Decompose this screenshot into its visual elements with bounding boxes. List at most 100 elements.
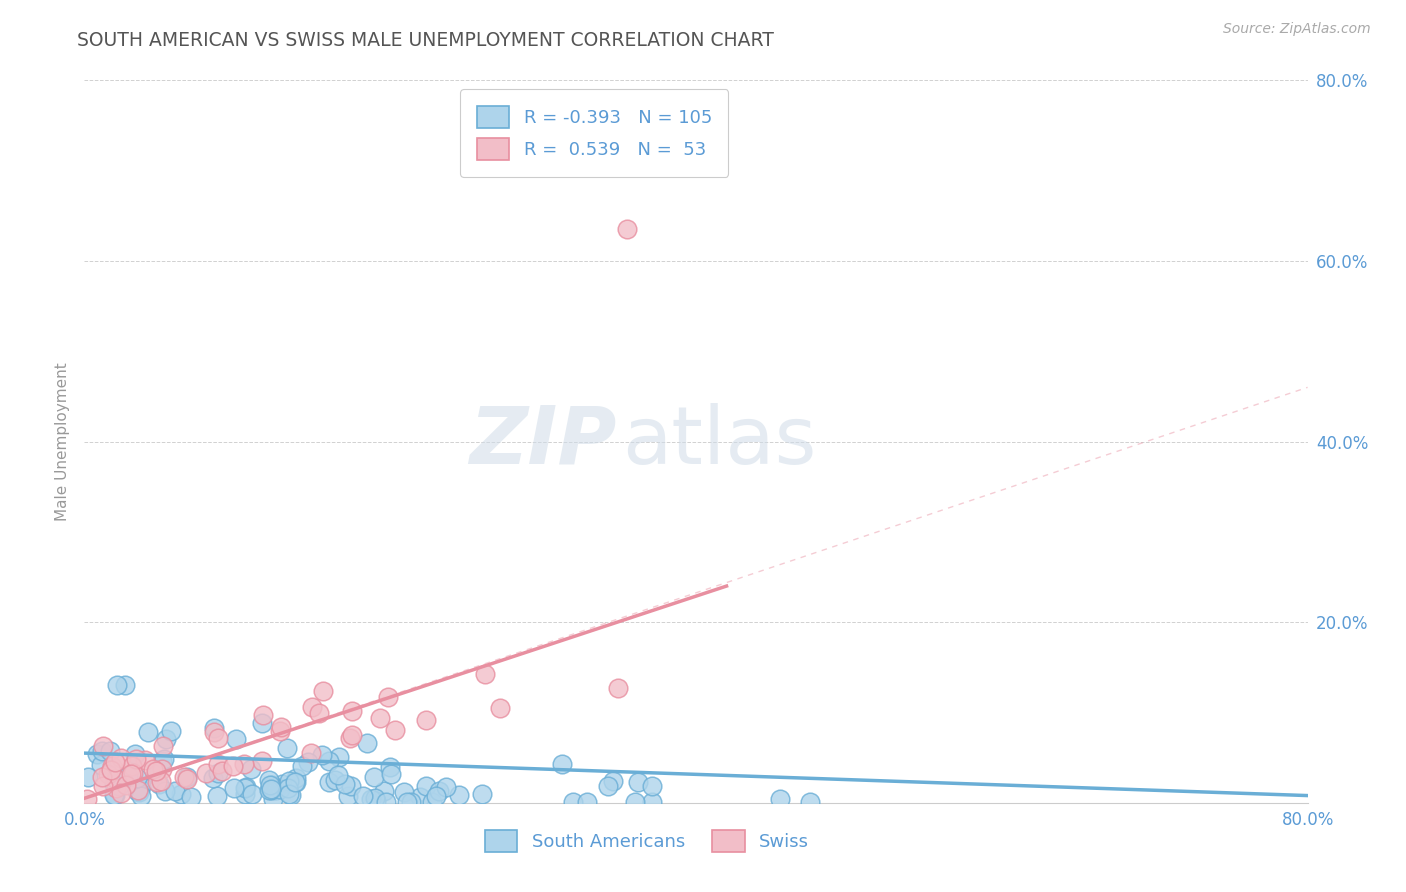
Point: [270, 720, 292, 734]
Point: [176, 770, 198, 784]
Point: [155, 732, 177, 747]
Point: [100, 763, 122, 777]
Point: [262, 792, 284, 806]
Point: [145, 764, 167, 778]
Point: [297, 755, 319, 769]
Point: [318, 774, 340, 789]
Point: [125, 784, 148, 798]
Point: [471, 787, 494, 801]
Point: [277, 781, 299, 796]
Point: [114, 678, 136, 692]
Point: [291, 759, 314, 773]
Point: [134, 753, 156, 767]
Point: [399, 795, 422, 809]
Point: [360, 792, 382, 806]
Point: [222, 759, 245, 773]
Point: [489, 701, 512, 715]
Point: [110, 750, 132, 764]
Point: [114, 778, 136, 792]
Point: [233, 757, 256, 772]
Point: [91, 770, 114, 784]
Point: [640, 779, 662, 793]
Point: [280, 788, 302, 802]
Point: [377, 690, 399, 705]
Point: [202, 721, 225, 735]
Point: [91, 779, 114, 793]
Point: [333, 777, 356, 791]
Point: [90, 744, 112, 758]
Point: [318, 755, 340, 769]
Point: [262, 778, 284, 792]
Point: [352, 789, 374, 804]
Point: [153, 752, 176, 766]
Point: [257, 772, 280, 787]
Point: [108, 779, 131, 793]
Point: [260, 783, 283, 797]
Point: [239, 762, 262, 776]
Point: [373, 784, 395, 798]
Point: [276, 741, 298, 756]
Point: [427, 784, 450, 798]
Point: [285, 774, 308, 789]
Point: [339, 731, 361, 745]
Point: [122, 766, 145, 780]
Point: [264, 783, 287, 797]
Point: [129, 779, 152, 793]
Point: [308, 706, 330, 721]
Point: [271, 777, 294, 791]
Point: [76, 792, 98, 806]
Text: ZIP: ZIP: [470, 402, 616, 481]
Point: [125, 772, 148, 786]
Point: [224, 780, 246, 795]
Point: [105, 772, 128, 786]
Point: [121, 759, 143, 773]
Point: [340, 728, 363, 742]
Point: [339, 779, 361, 793]
Point: [202, 725, 225, 739]
Point: [278, 774, 301, 789]
Point: [104, 788, 127, 802]
Point: [101, 759, 124, 773]
Point: [257, 783, 280, 797]
Point: [207, 766, 229, 780]
Text: SOUTH AMERICAN VS SWISS MALE UNEMPLOYMENT CORRELATION CHART: SOUTH AMERICAN VS SWISS MALE UNEMPLOYMEN…: [77, 31, 775, 50]
Point: [165, 783, 187, 797]
Point: [103, 789, 125, 803]
Point: [207, 731, 229, 745]
Point: [211, 764, 233, 778]
Point: [129, 789, 152, 804]
Point: [363, 790, 385, 805]
Point: [769, 792, 792, 806]
Point: [380, 767, 402, 781]
Point: [312, 683, 335, 698]
Point: [269, 723, 291, 738]
Point: [301, 699, 323, 714]
Point: [374, 795, 396, 809]
Point: [136, 724, 159, 739]
Point: [364, 794, 387, 808]
Point: [250, 755, 273, 769]
Point: [124, 747, 146, 762]
Point: [76, 770, 98, 784]
Point: [170, 788, 193, 802]
Point: [201, 772, 224, 786]
Point: [551, 757, 574, 772]
Point: [561, 795, 583, 809]
Point: [356, 736, 378, 750]
Point: [575, 795, 598, 809]
Point: [260, 782, 283, 797]
Point: [378, 760, 401, 774]
Point: [415, 779, 437, 793]
Point: [616, 222, 638, 236]
Y-axis label: Male Unemployment: Male Unemployment: [55, 362, 70, 521]
Point: [142, 762, 165, 776]
Point: [207, 789, 229, 803]
Point: [284, 774, 307, 789]
Point: [176, 772, 198, 786]
Point: [242, 787, 264, 801]
Point: [207, 756, 229, 771]
Point: [127, 783, 149, 797]
Point: [342, 704, 364, 718]
Point: [145, 767, 167, 781]
Point: [110, 786, 132, 800]
